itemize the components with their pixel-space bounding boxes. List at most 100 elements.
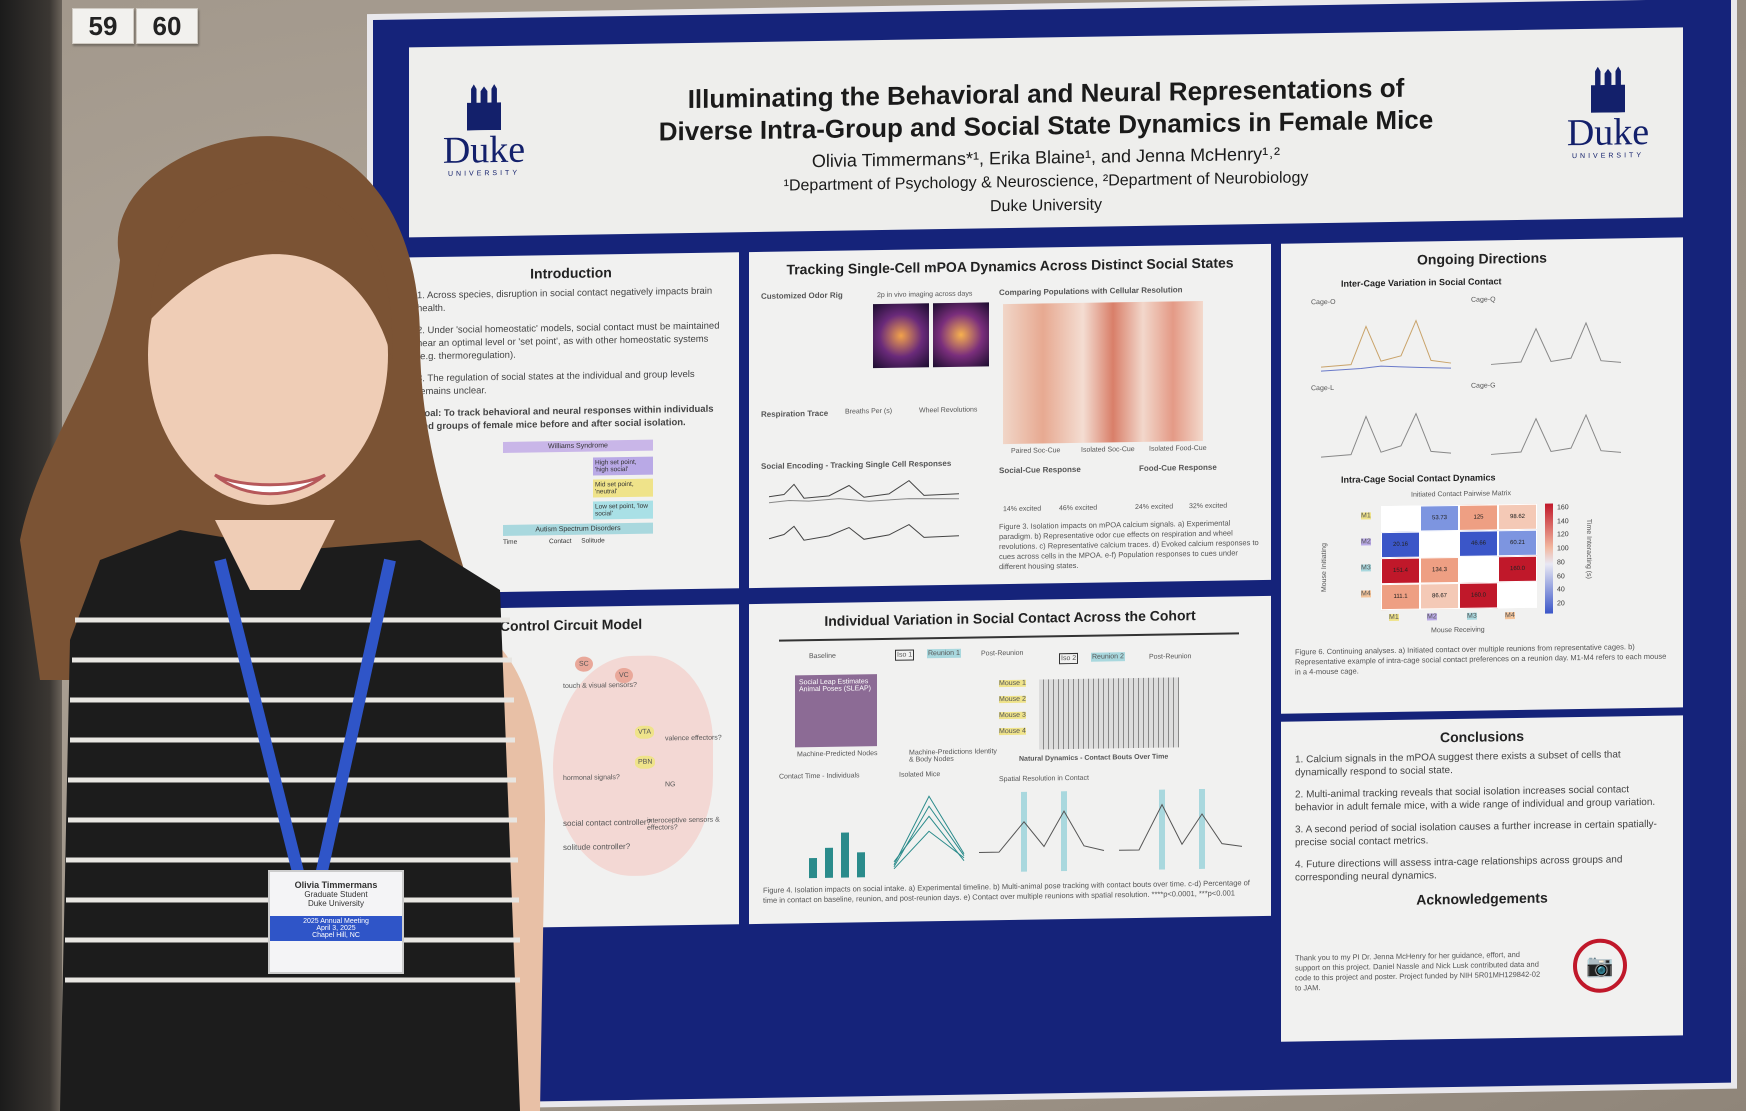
matrix-cell: 98.62 [1498,503,1537,531]
contact-bouts-raster [1039,677,1179,750]
chapel-icon [1591,66,1625,113]
dynamics-label: Natural Dynamics - Contact Bouts Over Ti… [1019,753,1169,763]
conclusion-point: 1. Calcium signals in the mPOA suggest t… [1295,749,1621,779]
booth-number-60: 60 [136,8,198,44]
population-heatmap [1003,300,1203,445]
duke-logo-right: Duke UNIVERSITY [1553,66,1663,161]
matrix-x-label: Mouse Receiving [1431,626,1485,635]
inter-cage-lines [1321,319,1622,458]
mouse-label: Mouse 1 [999,679,1026,688]
subfig-a2-label: 2p in vivo imaging across days [877,290,973,300]
badge-role: Graduate Student [304,890,368,899]
matrix-cell: 125 [1459,504,1498,531]
heatmap-label: Isolated Food-Cue [1149,444,1207,453]
matrix-row-label: M2 [1361,538,1371,546]
colorbar-tick: 120 [1557,531,1569,539]
variation-panel: Individual Variation in Social Contact A… [749,595,1271,925]
isolated-mice-lines [893,795,965,870]
badge-place: Chapel Hill, NC [312,932,360,939]
heatmap-label: Isolated Soc-Cue [1081,446,1135,454]
subfig-f-label: Food-Cue Response [1139,462,1217,473]
subfig-e-label: Social-Cue Response [999,464,1081,476]
sleap-label: Social Leap Estimates Animal Poses (SLEA… [799,678,871,694]
conclusions-panel: Conclusions 1. Calcium signals in the mP… [1281,715,1683,1042]
matrix-col-label: M2 [1427,613,1437,621]
conclusion-point: 4. Future directions will assess intra-c… [1295,854,1623,884]
subfig-e-label: Spatial Resolution in Contact [999,774,1089,784]
timeline-label: Iso 1 [895,649,915,661]
subfig-c-label: Contact Time - Individuals [779,772,860,781]
timeline-axis [779,632,1239,642]
identity-label: Machine-Predictions Identity & Body Node… [909,748,997,764]
matrix-cell: 160.0 [1498,555,1537,583]
pct-label: 32% excited [1189,502,1228,511]
matrix-row-label: M4 [1361,590,1371,598]
circuit-node-pbn: PBN [635,755,656,769]
figure-label: Low set point, 'low social' [593,500,653,520]
matrix-cell: 20.16 [1381,531,1420,559]
circuit-label: interoceptive sensors & effectors? [647,816,720,832]
matrix-row-label: M3 [1361,564,1371,572]
subfig-c-label: Social Encoding - Tracking Single Cell R… [761,458,952,471]
no-camera-icon: 📷 [1573,938,1627,994]
subfig-b-label: Intra-Cage Social Contact Dynamics [1341,472,1496,485]
heatmap-label: Paired Soc-Cue [1011,447,1061,455]
pct-label: 46% excited [1059,504,1098,513]
badge-name: Olivia Timmermans [294,880,378,890]
matrix-cell: 60.21 [1498,529,1537,557]
cage-label: Cage-O [1311,298,1336,307]
matrix-cell: 111.1 [1381,583,1420,611]
subfig-a-label: Customized Odor Rig [761,290,843,301]
timeline-label: Reunion 1 [927,648,961,659]
matrix-col-label: M3 [1467,612,1477,620]
panel-heading: Individual Variation in Social Contact A… [824,607,1196,629]
subfig-d-label: Isolated Mice [899,771,941,779]
subfig-d-label: Comparing Populations with Cellular Reso… [999,285,1183,298]
panel-heading: Tracking Single-Cell mPOA Dynamics Acros… [786,254,1234,278]
colorbar-tick: 40 [1557,586,1565,594]
matrix-cell [1498,581,1537,609]
mouse-label: Mouse 4 [999,727,1026,736]
panel-heading: Ongoing Directions [1417,249,1547,268]
poster-header: Duke UNIVERSITY Duke UNIVERSITY Illumina… [409,27,1683,238]
subfig-b2-label: Breaths Per (s) [845,407,893,416]
acknowledgements-text: Thank you to my PI Dr. Jenna McHenry for… [1295,949,1541,993]
colorbar-ticks: 160 140 120 100 80 60 40 20 [1557,501,1577,611]
acknowledgements-heading: Acknowledgements [1416,889,1548,908]
pairwise-matrix: 53.73 125 98.62 20.16 46.66 60.21 151.4 134.3 16… [1381,503,1537,611]
nodes-label: Machine-Predicted Nodes [797,750,878,759]
matrix-cell [1381,505,1420,533]
timeline-label: Post-Reunion [1149,653,1192,661]
badge-date: April 3, 2025 [316,925,356,932]
colorbar-tick: 20 [1557,600,1565,608]
colorbar-tick: 100 [1557,545,1569,553]
colorbar-label: Time Interacting (s) [1585,518,1592,580]
matrix-col-label: M1 [1389,613,1399,622]
circuit-label: valence effectors? [665,734,722,743]
timeline-label: Baseline [809,652,836,661]
colorbar-tick: 140 [1557,517,1569,526]
circuit-node-ng: NG [665,781,676,789]
presenter-person [20,136,545,1111]
badge-event: 2025 Annual Meeting [303,918,369,925]
subfig-a-label: Inter-Cage Variation in Social Contact [1341,276,1502,289]
matrix-row-label: M1 [1361,512,1371,520]
colorbar [1545,503,1553,614]
matrix-col-label: M4 [1505,612,1515,620]
matrix-cell: 134.3 [1420,556,1459,584]
colorbar-tick: 160 [1557,504,1569,512]
circuit-node-vta: VTA [635,725,655,739]
booth-number-59: 59 [72,8,134,44]
figure-label: Mid set point, 'neutral' [593,478,653,498]
colorbar-tick: 60 [1557,572,1565,580]
imaging-field-2 [933,302,989,368]
mouse-label: Mouse 2 [999,695,1026,704]
tracking-panel: Tracking Single-Cell mPOA Dynamics Acros… [749,243,1271,589]
figure-caption: Figure 6. Continuing analyses. a) Initia… [1295,642,1667,677]
badge-institution: Duke University [307,899,364,908]
research-poster: Duke UNIVERSITY Duke UNIVERSITY Illumina… [373,0,1731,1104]
name-badge: Olivia Timmermans Graduate Student Duke … [268,870,404,974]
calcium-traces [769,479,960,541]
timeline-label: Reunion 2 [1091,652,1125,662]
